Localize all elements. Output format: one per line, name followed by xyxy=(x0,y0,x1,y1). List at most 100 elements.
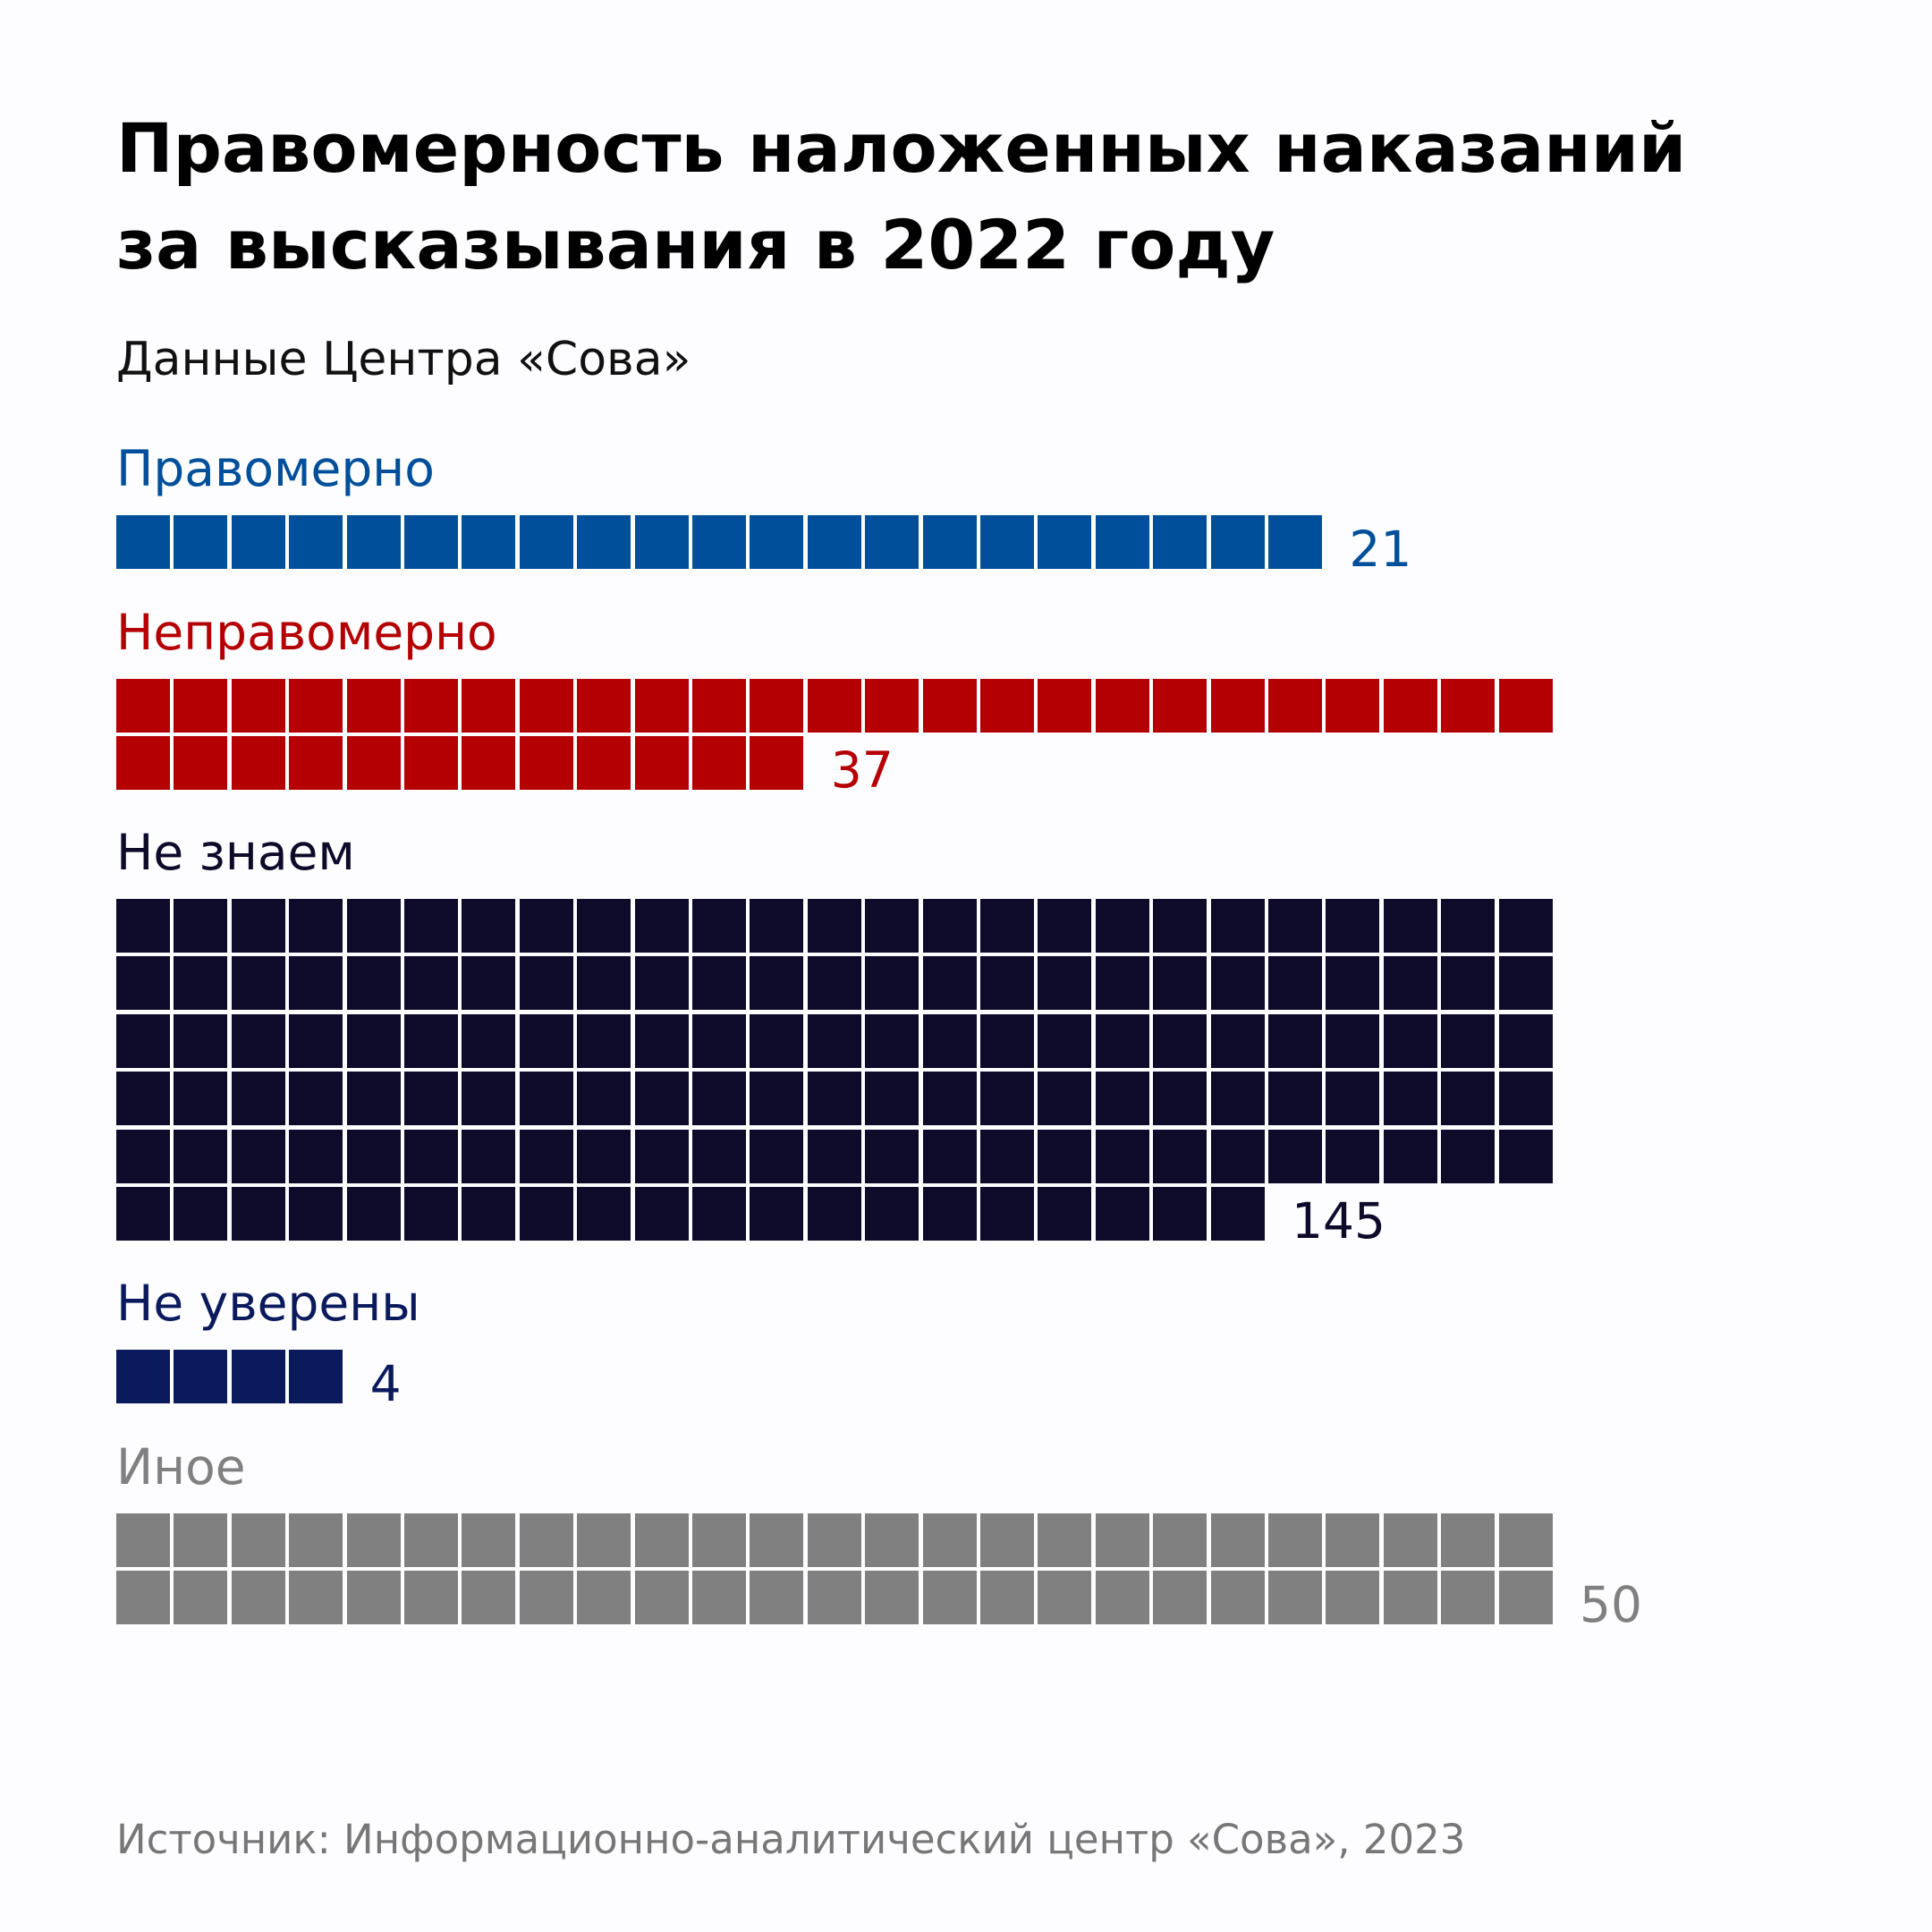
waffle-cell xyxy=(1210,956,1265,1011)
waffle-cell xyxy=(750,515,804,569)
waffle-cell xyxy=(1441,679,1496,733)
waffle-cell xyxy=(174,679,228,733)
waffle-cell xyxy=(577,1129,631,1183)
waffle-cell xyxy=(231,956,285,1011)
waffle-cell xyxy=(1095,1187,1149,1241)
waffle-cell xyxy=(1498,1129,1553,1183)
waffle-cell xyxy=(1153,1072,1208,1126)
waffle-cell xyxy=(1210,1013,1265,1068)
waffle-cell xyxy=(404,1513,458,1567)
waffle-cell xyxy=(692,1129,746,1183)
waffle-cell xyxy=(231,736,285,791)
waffle-cell xyxy=(750,1513,804,1567)
chart-subtitle: Данные Центра «Сова» xyxy=(116,333,691,386)
waffle-cell xyxy=(980,1571,1034,1625)
category-label: Иное xyxy=(116,1438,246,1496)
waffle-cell xyxy=(692,1187,746,1241)
waffle-cell xyxy=(1326,1513,1380,1567)
waffle-cell xyxy=(1095,956,1149,1011)
waffle-cell xyxy=(1326,1013,1380,1068)
waffle-cell xyxy=(1383,1571,1437,1625)
waffle-cell xyxy=(519,1013,573,1068)
waffle-cell xyxy=(692,1571,746,1625)
waffle-cell xyxy=(1153,1187,1208,1241)
waffle-cell xyxy=(692,736,746,791)
waffle-cell xyxy=(404,1129,458,1183)
waffle-cell xyxy=(1326,1129,1380,1183)
waffle-cell xyxy=(634,1187,689,1241)
waffle-cell xyxy=(750,956,804,1011)
waffle-cell xyxy=(1038,1513,1092,1567)
waffle-cell xyxy=(174,1187,228,1241)
waffle-cell xyxy=(807,899,861,953)
waffle-cell xyxy=(289,899,343,953)
waffle-cell xyxy=(462,1129,516,1183)
waffle-cell xyxy=(174,736,228,791)
waffle-cell xyxy=(519,515,573,569)
waffle-cell xyxy=(404,515,458,569)
waffle-cell xyxy=(577,1187,631,1241)
waffle-cell xyxy=(462,736,516,791)
waffle-cell xyxy=(634,899,689,953)
waffle-cell xyxy=(1268,956,1322,1011)
waffle-cell xyxy=(1210,1072,1265,1126)
waffle-cell xyxy=(1326,679,1380,733)
waffle-cell xyxy=(404,1072,458,1126)
waffle-cell xyxy=(980,899,1034,953)
waffle-cell xyxy=(289,1187,343,1241)
waffle-cell xyxy=(1441,1072,1496,1126)
waffle-cell xyxy=(1268,679,1322,733)
waffle-cell xyxy=(922,956,977,1011)
waffle-cell xyxy=(865,1129,919,1183)
waffle-cell xyxy=(116,956,170,1011)
waffle-cell xyxy=(404,1187,458,1241)
waffle-cell xyxy=(577,515,631,569)
waffle-cell xyxy=(519,1571,573,1625)
waffle-cell xyxy=(1095,899,1149,953)
waffle-cell xyxy=(922,1072,977,1126)
waffle-cell xyxy=(116,1571,170,1625)
waffle-cell xyxy=(1383,1013,1437,1068)
waffle-cell xyxy=(750,1129,804,1183)
waffle-cell xyxy=(692,1013,746,1068)
waffle-cell xyxy=(1326,956,1380,1011)
waffle-cell xyxy=(692,1513,746,1567)
waffle-cell xyxy=(519,1187,573,1241)
waffle-cell xyxy=(174,1571,228,1625)
waffle-cell xyxy=(116,899,170,953)
waffle-cell xyxy=(1268,1513,1322,1567)
waffle-cell xyxy=(289,1072,343,1126)
waffle-cell xyxy=(174,1013,228,1068)
waffle-cell xyxy=(865,1013,919,1068)
waffle-cell xyxy=(865,1571,919,1625)
waffle-cell xyxy=(1441,956,1496,1011)
waffle-cell xyxy=(980,515,1034,569)
waffle-cell xyxy=(1210,1571,1265,1625)
waffle-cell xyxy=(404,679,458,733)
waffle-cell xyxy=(922,1571,977,1625)
waffle-cell xyxy=(1153,1513,1208,1567)
waffle-cell xyxy=(116,679,170,733)
category-label: Неправомерно xyxy=(116,604,497,661)
category-label: Правомерно xyxy=(116,440,435,497)
waffle-cell xyxy=(1095,1513,1149,1567)
waffle-cell xyxy=(1153,515,1208,569)
title-line-1: Правомерность наложенных наказаний xyxy=(116,108,1687,188)
waffle-cell xyxy=(634,736,689,791)
waffle-cell xyxy=(462,1072,516,1126)
waffle-cell xyxy=(922,515,977,569)
waffle-cell xyxy=(1038,679,1092,733)
waffle-cell xyxy=(231,1129,285,1183)
category-label: Не знаем xyxy=(116,824,355,881)
waffle-cell xyxy=(346,1072,401,1126)
waffle-cell xyxy=(577,679,631,733)
waffle-cell xyxy=(1383,1072,1437,1126)
waffle-cell xyxy=(1441,899,1496,953)
waffle-cell xyxy=(289,1513,343,1567)
waffle-cell xyxy=(1210,515,1265,569)
waffle-cell xyxy=(1383,679,1437,733)
waffle-cell xyxy=(1441,1571,1496,1625)
waffle-cell xyxy=(865,899,919,953)
waffle-cell xyxy=(289,1350,343,1403)
waffle-cell xyxy=(116,1013,170,1068)
